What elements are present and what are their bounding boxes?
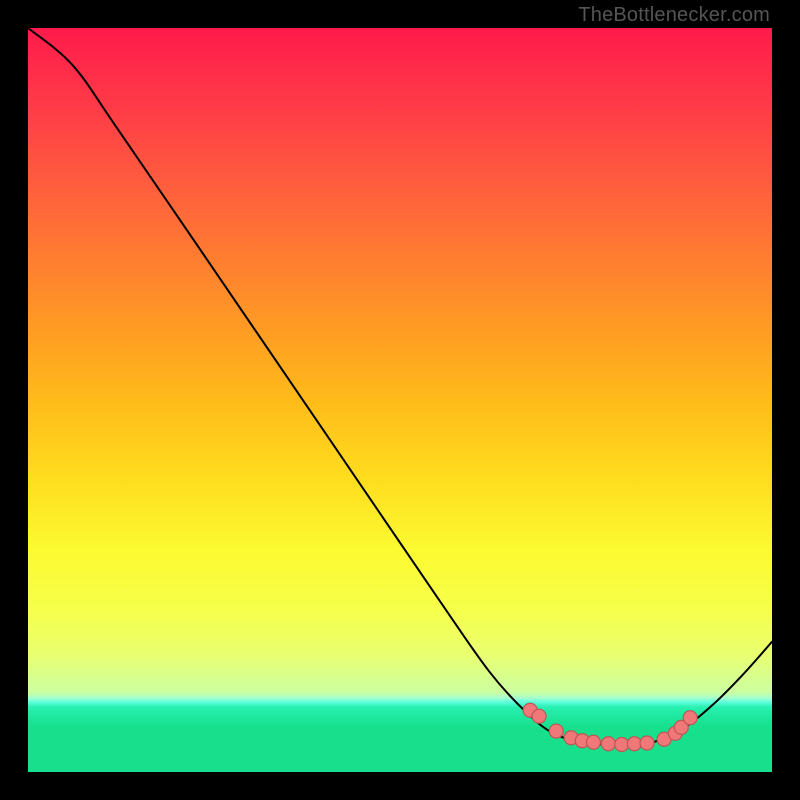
watermark-text: TheBottlenecker.com bbox=[578, 4, 770, 27]
plot-area bbox=[28, 28, 772, 772]
gradient-background bbox=[28, 28, 772, 772]
chart-frame: TheBottlenecker.com bbox=[0, 0, 800, 800]
